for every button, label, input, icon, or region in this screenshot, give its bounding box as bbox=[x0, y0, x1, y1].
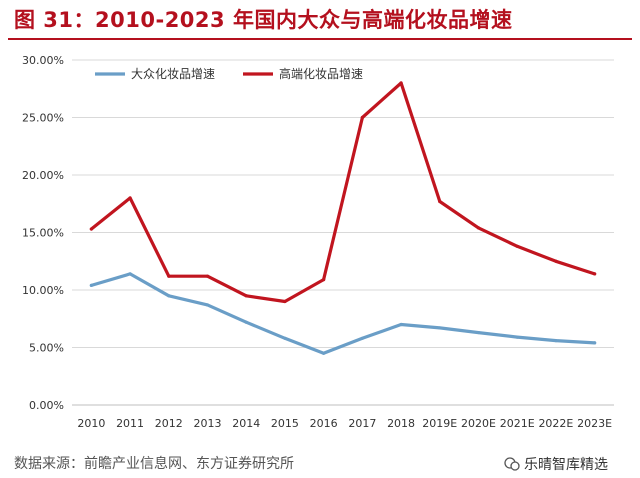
source-note: 数据来源：前瞻产业信息网、东方证券研究所 bbox=[14, 456, 294, 472]
series-lines bbox=[89, 81, 597, 355]
gridlines bbox=[72, 59, 614, 348]
watermark-text: 乐晴智库精选 bbox=[524, 457, 608, 473]
watermark: 乐晴智库精选 bbox=[504, 454, 608, 474]
x-tick-label: 2013 bbox=[194, 417, 222, 430]
y-tick-label: 15.00% bbox=[22, 227, 64, 240]
data-point bbox=[399, 81, 403, 85]
data-point bbox=[205, 303, 210, 307]
data-point bbox=[593, 272, 597, 276]
x-tick-label: 2015 bbox=[271, 417, 299, 430]
data-point bbox=[554, 339, 558, 343]
data-point bbox=[322, 351, 326, 355]
legend: 大众化妆品增速 高端化妆品增速 bbox=[95, 66, 363, 81]
data-point bbox=[322, 278, 326, 282]
chart-title: 图 31：2010-2023 年国内大众与高端化妆品增速 bbox=[14, 8, 513, 32]
series-line-mass bbox=[89, 272, 597, 355]
y-tick-label: 20.00% bbox=[22, 169, 64, 182]
legend-label: 大众化妆品增速 bbox=[131, 67, 215, 81]
y-tick-label: 10.00% bbox=[22, 284, 64, 297]
x-tick-label: 2023E bbox=[577, 417, 612, 430]
data-point bbox=[476, 330, 481, 335]
data-point bbox=[515, 335, 519, 339]
x-tick-label: 2022E bbox=[538, 417, 573, 430]
data-point bbox=[244, 294, 248, 298]
y-tick-label: 25.00% bbox=[22, 112, 64, 125]
title-divider bbox=[8, 38, 632, 40]
x-tick-label: 2019E bbox=[422, 417, 457, 430]
chat-bubble-icon bbox=[504, 457, 520, 471]
data-point bbox=[399, 322, 403, 327]
x-tick-label: 2018 bbox=[387, 417, 415, 430]
x-tick-label: 2020E bbox=[461, 417, 496, 430]
x-tick-label: 2016 bbox=[310, 417, 338, 430]
data-point bbox=[89, 283, 93, 287]
data-point bbox=[283, 299, 287, 304]
legend-label: 高端化妆品增速 bbox=[279, 66, 363, 81]
data-point bbox=[515, 244, 519, 248]
y-tick-label: 5.00% bbox=[29, 342, 64, 355]
x-tick-label: 2010 bbox=[77, 417, 105, 430]
data-point bbox=[167, 274, 171, 278]
data-point bbox=[554, 259, 558, 263]
data-point bbox=[167, 294, 171, 298]
data-point bbox=[128, 196, 132, 200]
data-point bbox=[89, 227, 93, 231]
data-point bbox=[476, 226, 481, 230]
line-chart: 0.00% 5.00% 10.00% 15.00% 20.00% 25.00% 30.00%… bbox=[22, 54, 614, 430]
data-point bbox=[128, 272, 132, 276]
data-point bbox=[360, 336, 364, 340]
y-tick-label: 0.00% bbox=[29, 399, 64, 412]
y-tick-label: 30.00% bbox=[22, 54, 64, 67]
data-point bbox=[593, 341, 597, 345]
x-tick-label: 2021E bbox=[500, 417, 535, 430]
data-point bbox=[205, 274, 210, 278]
x-tick-label: 2011 bbox=[116, 417, 144, 430]
data-point bbox=[244, 320, 248, 324]
x-tick-label: 2017 bbox=[348, 417, 376, 430]
axes: 0.00% 5.00% 10.00% 15.00% 20.00% 25.00% 30.00%… bbox=[22, 54, 614, 430]
series-line-premium bbox=[89, 81, 597, 304]
data-point bbox=[438, 326, 442, 330]
data-point bbox=[283, 336, 287, 340]
data-point bbox=[360, 115, 364, 120]
x-tick-label: 2014 bbox=[232, 417, 260, 430]
x-tick-label: 2012 bbox=[155, 417, 183, 430]
data-point bbox=[438, 199, 442, 204]
